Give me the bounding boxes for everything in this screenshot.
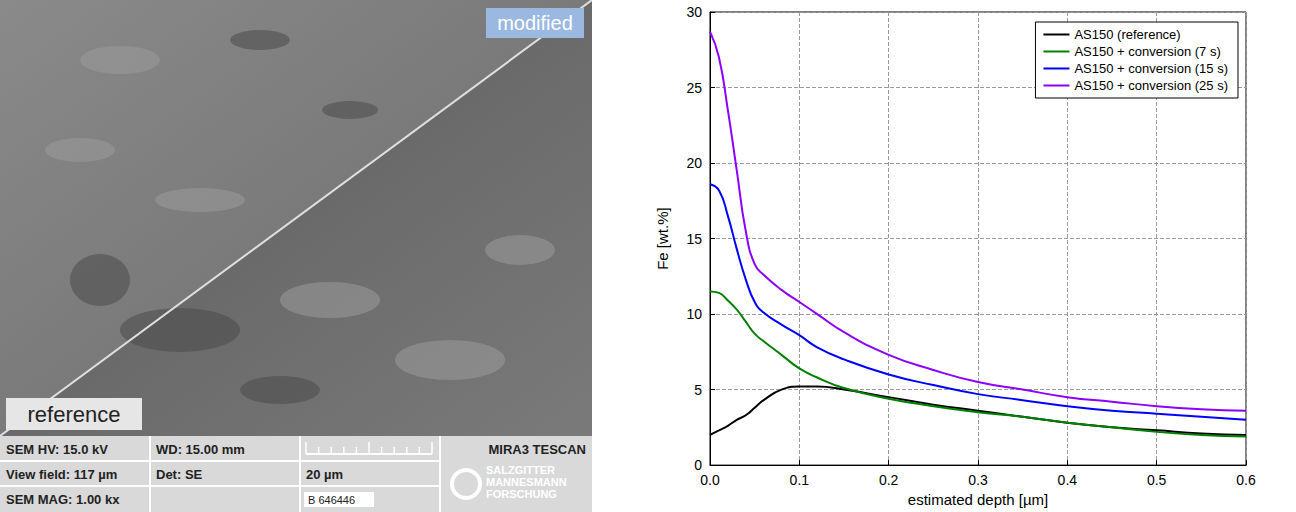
svg-text:0.5: 0.5 <box>1147 472 1167 488</box>
svg-text:15: 15 <box>686 231 702 247</box>
svg-text:SEM MAG: 1.00 kx: SEM MAG: 1.00 kx <box>6 492 120 507</box>
svg-text:SEM HV: 15.0 kV: SEM HV: 15.0 kV <box>6 442 108 457</box>
svg-text:30: 30 <box>686 4 702 20</box>
svg-text:View field: 117 µm: View field: 117 µm <box>6 467 117 482</box>
svg-text:0.4: 0.4 <box>1058 472 1078 488</box>
svg-text:25: 25 <box>686 80 702 96</box>
svg-text:0: 0 <box>694 457 702 473</box>
svg-text:FORSCHUNG: FORSCHUNG <box>486 488 557 500</box>
svg-text:MIRA3 TESCAN: MIRA3 TESCAN <box>488 442 586 457</box>
svg-text:AS150 + conversion (15 s): AS150 + conversion (15 s) <box>1074 61 1228 76</box>
svg-text:AS150 + conversion (25 s): AS150 + conversion (25 s) <box>1074 78 1228 93</box>
svg-text:20: 20 <box>686 155 702 171</box>
svg-text:0.6: 0.6 <box>1236 472 1256 488</box>
svg-text:SALZGITTER: SALZGITTER <box>486 464 555 476</box>
svg-text:0.3: 0.3 <box>968 472 988 488</box>
svg-text:Det: SE: Det: SE <box>156 467 203 482</box>
svg-text:20 µm: 20 µm <box>306 467 343 482</box>
svg-text:10: 10 <box>686 306 702 322</box>
svg-text:0.1: 0.1 <box>790 472 810 488</box>
svg-text:Fe [wt.%]: Fe [wt.%] <box>654 207 671 270</box>
svg-text:WD: 15.00 mm: WD: 15.00 mm <box>156 442 245 457</box>
svg-text:5: 5 <box>694 382 702 398</box>
svg-text:MANNESMANN: MANNESMANN <box>486 476 567 488</box>
svg-text:AS150 + conversion (7 s): AS150 + conversion (7 s) <box>1074 44 1220 59</box>
svg-text:AS150 (reference): AS150 (reference) <box>1074 27 1180 42</box>
svg-text:reference: reference <box>28 402 121 427</box>
svg-text:0.2: 0.2 <box>879 472 899 488</box>
svg-text:B 646446: B 646446 <box>308 494 355 506</box>
svg-text:modified: modified <box>497 12 573 34</box>
svg-text:estimated depth [µm]: estimated depth [µm] <box>908 491 1048 508</box>
svg-text:0.0: 0.0 <box>700 472 720 488</box>
